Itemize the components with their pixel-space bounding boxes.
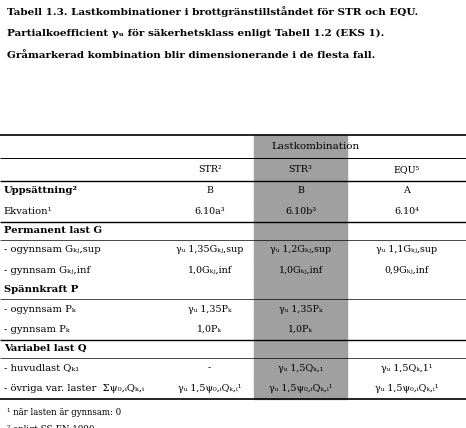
Text: A: A: [403, 186, 410, 196]
Text: Tabell 1.3. Lastkombinationer i brottgränstillståndet för STR och EQU.: Tabell 1.3. Lastkombinationer i brottgrä…: [7, 6, 418, 17]
Bar: [254, 240, 347, 260]
Text: - ogynnsam Pₖ: - ogynnsam Pₖ: [4, 304, 75, 314]
Text: STR²: STR²: [198, 165, 221, 174]
Text: EQU⁵: EQU⁵: [393, 165, 420, 174]
Text: Spännkraft P: Spännkraft P: [4, 285, 78, 294]
Bar: [254, 299, 347, 319]
Text: STR³: STR³: [288, 165, 313, 174]
Text: 6.10b³: 6.10b³: [285, 207, 316, 216]
Text: - ogynnsam Gₖⱼ,sup: - ogynnsam Gₖⱼ,sup: [4, 245, 100, 255]
Text: - gynnsam Gₖⱼ,inf: - gynnsam Gₖⱼ,inf: [4, 266, 90, 275]
Text: 1,0Pₖ: 1,0Pₖ: [197, 325, 222, 334]
Text: ² enligt SS-EN 1990: ² enligt SS-EN 1990: [7, 425, 95, 428]
Text: γᵤ 1,5ψ₀,ᵢQₖ,ᵢ¹: γᵤ 1,5ψ₀,ᵢQₖ,ᵢ¹: [375, 384, 439, 393]
Text: γᵤ 1,2Gₖⱼ,sup: γᵤ 1,2Gₖⱼ,sup: [270, 245, 331, 255]
Text: Uppsättning²: Uppsättning²: [4, 186, 78, 196]
Bar: [254, 181, 347, 201]
Text: - övriga var. laster  Σψ₀,ᵢQₖ,ᵢ: - övriga var. laster Σψ₀,ᵢQₖ,ᵢ: [4, 384, 144, 393]
Bar: [254, 260, 347, 281]
Text: γᵤ 1,35Pₖ: γᵤ 1,35Pₖ: [279, 304, 322, 314]
Text: 6.10⁴: 6.10⁴: [394, 207, 419, 216]
Text: 1,0Pₖ: 1,0Pₖ: [288, 325, 313, 334]
Text: 1,0Gₖⱼ,inf: 1,0Gₖⱼ,inf: [188, 266, 232, 275]
Text: Ekvation¹: Ekvation¹: [4, 207, 52, 216]
Text: Lastkombination: Lastkombination: [272, 142, 360, 151]
Bar: [254, 378, 347, 399]
Text: -: -: [208, 363, 211, 373]
Bar: [254, 281, 347, 299]
Bar: [254, 222, 347, 240]
Text: γᵤ 1,35Gₖⱼ,sup: γᵤ 1,35Gₖⱼ,sup: [176, 245, 243, 255]
Text: B: B: [297, 186, 304, 196]
Text: γᵤ 1,5Qₖ,1¹: γᵤ 1,5Qₖ,1¹: [381, 363, 432, 373]
Text: B: B: [206, 186, 213, 196]
Text: Variabel last Q: Variabel last Q: [4, 344, 86, 354]
Text: γᵤ 1,5ψ₀,ᵢQₖ,ᵢ¹: γᵤ 1,5ψ₀,ᵢQₖ,ᵢ¹: [269, 384, 332, 393]
Text: γᵤ 1,5Qₖ,₁: γᵤ 1,5Qₖ,₁: [278, 363, 323, 373]
Text: γᵤ 1,1Gₖⱼ,sup: γᵤ 1,1Gₖⱼ,sup: [376, 245, 437, 255]
Text: 6.10a³: 6.10a³: [194, 207, 225, 216]
Bar: [254, 358, 347, 378]
Text: Partialkoefficient γᵤ för säkerhetsklass enligt Tabell 1.2 (EKS 1).: Partialkoefficient γᵤ för säkerhetsklass…: [7, 29, 384, 38]
Bar: [254, 319, 347, 340]
Bar: [254, 201, 347, 222]
Bar: [254, 340, 347, 358]
Text: Gråmarkerad kombination blir dimensionerande i de flesta fall.: Gråmarkerad kombination blir dimensioner…: [7, 51, 376, 60]
Text: γᵤ 1,5ψ₀,ᵢQₖ,ᵢ¹: γᵤ 1,5ψ₀,ᵢQₖ,ᵢ¹: [178, 384, 241, 393]
Text: Permanent last G: Permanent last G: [4, 226, 102, 235]
Text: γᵤ 1,35Pₖ: γᵤ 1,35Pₖ: [188, 304, 232, 314]
Bar: [254, 158, 347, 181]
Text: - huvudlast Qₖ₁: - huvudlast Qₖ₁: [4, 363, 79, 373]
Text: 0,9Gₖⱼ,inf: 0,9Gₖⱼ,inf: [384, 266, 429, 275]
Text: 1,0Gₖⱼ,inf: 1,0Gₖⱼ,inf: [279, 266, 322, 275]
Text: - gynnsam Pₖ: - gynnsam Pₖ: [4, 325, 69, 334]
Text: ¹ när lasten är gynnsam: 0: ¹ när lasten är gynnsam: 0: [7, 408, 121, 417]
Bar: [254, 135, 347, 158]
